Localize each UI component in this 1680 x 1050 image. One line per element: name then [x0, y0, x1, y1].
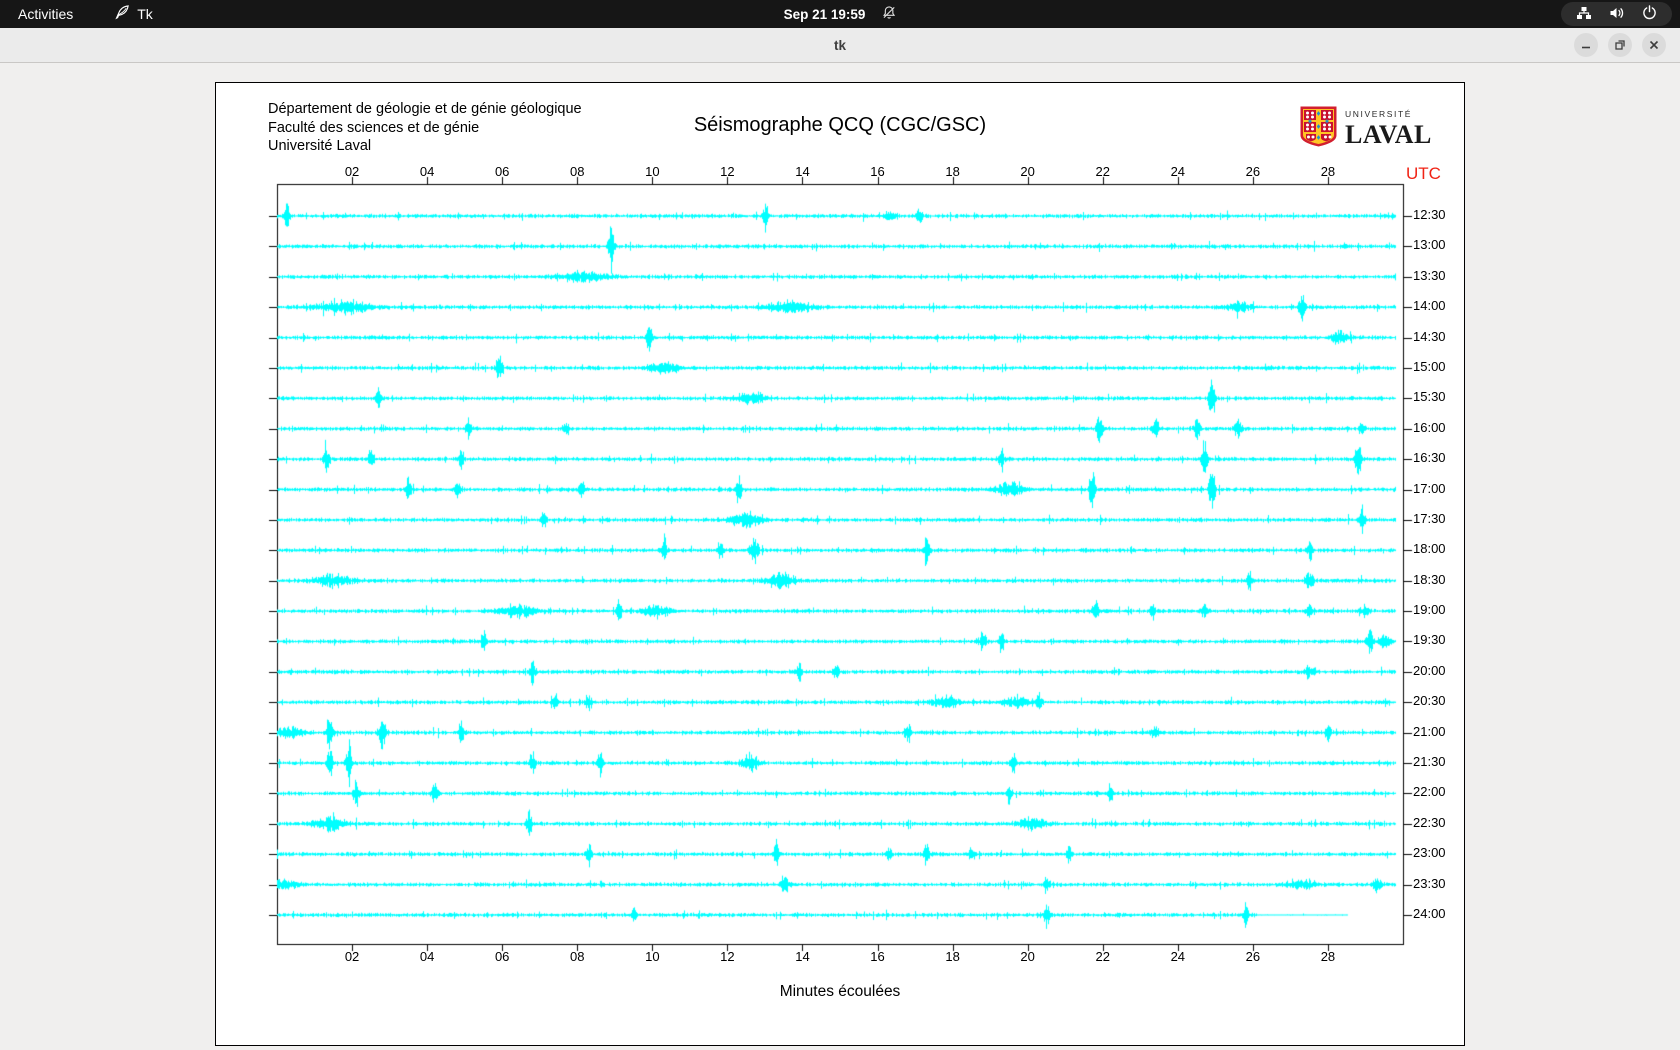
x-tick-label-top: 22: [1095, 164, 1110, 179]
volume-icon: [1609, 6, 1625, 23]
window-title: tk: [833, 37, 846, 53]
seismograph-canvas: [216, 83, 1462, 1043]
header-line: Faculté des sciences et de génie: [268, 119, 480, 136]
window-content: Département de géologie et de génie géol…: [0, 63, 1680, 1050]
x-tick-label-top: 16: [870, 164, 885, 179]
x-axis-title: Minutes écoulées: [779, 983, 901, 1000]
time-label: 18:00: [1413, 541, 1446, 557]
time-label: 22:00: [1413, 784, 1446, 800]
bell-muted-icon: [881, 5, 896, 23]
time-label: 13:30: [1413, 267, 1446, 283]
minimize-button[interactable]: [1574, 33, 1598, 57]
x-tick-label-bottom: 04: [419, 949, 435, 964]
seismograph-figure: Département de géologie et de génie géol…: [215, 82, 1465, 1046]
x-tick-label-top: 14: [795, 164, 810, 179]
time-label: 14:00: [1413, 298, 1446, 314]
maximize-button[interactable]: [1608, 33, 1632, 57]
x-tick-label-top: 24: [1170, 164, 1186, 179]
x-tick-label-top: 10: [645, 164, 660, 179]
time-label: 21:00: [1413, 723, 1446, 739]
x-tick-label-bottom: 08: [570, 949, 585, 964]
time-label: 17:30: [1413, 510, 1446, 526]
x-tick-label-bottom: 22: [1095, 949, 1110, 964]
time-label: 12:30: [1413, 207, 1446, 222]
laval-shield-icon: [1300, 106, 1337, 152]
time-label: 17:00: [1413, 480, 1446, 496]
time-label: 18:30: [1413, 571, 1446, 587]
clock[interactable]: Sep 21 19:59: [783, 6, 866, 22]
utc-label: UTC: [1406, 164, 1441, 183]
time-label: 15:30: [1413, 389, 1446, 405]
time-label: 16:00: [1413, 419, 1446, 435]
x-tick-label-bottom: 06: [494, 949, 510, 964]
close-button[interactable]: [1642, 33, 1666, 57]
time-label: 19:00: [1413, 602, 1446, 618]
time-label: 21:30: [1413, 754, 1446, 770]
time-label: 13:00: [1413, 237, 1446, 253]
figure-title: Séismographe QCQ (CGC/GSC): [693, 114, 987, 136]
x-tick-label-top: 20: [1020, 164, 1035, 179]
logo-universite-text: UNIVERSITÉ: [1345, 109, 1413, 120]
x-tick-label-top: 18: [945, 164, 960, 179]
x-tick-label-bottom: 28: [1320, 949, 1336, 964]
x-tick-label-top: 04: [419, 164, 435, 179]
x-tick-label-bottom: 12: [720, 949, 735, 964]
x-tick-label-top: 02: [344, 164, 360, 179]
x-tick-label-bottom: 24: [1170, 949, 1186, 964]
window-titlebar[interactable]: tk: [0, 28, 1680, 63]
time-label: 23:00: [1413, 845, 1446, 861]
focused-app-indicator[interactable]: Tk: [115, 5, 153, 23]
header-line: Département de géologie et de génie géol…: [268, 101, 582, 117]
activities-button[interactable]: Activities: [18, 6, 74, 22]
x-tick-label-top: 28: [1320, 164, 1336, 179]
time-label: 24:00: [1413, 905, 1446, 921]
x-tick-label-bottom: 16: [870, 949, 885, 964]
x-tick-label-bottom: 26: [1245, 949, 1261, 964]
universite-laval-logo: UNIVERSITÉ LAVAL: [1300, 106, 1432, 152]
x-tick-label-top: 08: [570, 164, 585, 179]
network-icon: [1576, 6, 1592, 23]
x-tick-label-bottom: 02: [344, 949, 360, 964]
time-label: 23:30: [1413, 875, 1446, 891]
time-label: 19:30: [1413, 632, 1446, 648]
header-line: Université Laval: [268, 138, 372, 154]
system-status-area[interactable]: [1561, 2, 1672, 26]
power-icon: [1642, 5, 1657, 23]
focused-app-label: Tk: [137, 6, 153, 22]
time-label: 15:00: [1413, 358, 1446, 374]
x-tick-label-bottom: 20: [1020, 949, 1035, 964]
x-tick-label-top: 26: [1245, 164, 1261, 179]
time-label: 20:00: [1413, 662, 1446, 678]
tk-feather-icon: [115, 5, 130, 23]
logo-laval-text: LAVAL: [1345, 119, 1432, 149]
time-label: 16:30: [1413, 450, 1446, 466]
x-tick-label-bottom: 18: [945, 949, 960, 964]
x-tick-label-top: 06: [494, 164, 510, 179]
time-label: 20:30: [1413, 693, 1446, 709]
x-tick-label-top: 12: [720, 164, 735, 179]
time-label: 22:30: [1413, 814, 1446, 830]
x-tick-label-bottom: 10: [645, 949, 660, 964]
x-tick-label-bottom: 14: [795, 949, 810, 964]
time-label: 14:30: [1413, 328, 1446, 344]
gnome-top-bar: Activities Tk Sep 21 19:59: [0, 0, 1680, 28]
figure-header: Département de géologie et de génie géol…: [268, 100, 582, 156]
